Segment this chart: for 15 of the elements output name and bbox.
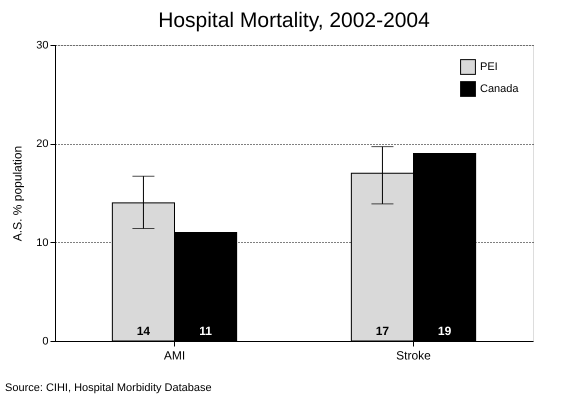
x-tick-label: AMI — [164, 348, 186, 362]
data-label: 11 — [199, 324, 212, 338]
y-tick-label: 0 — [42, 336, 48, 348]
legend-label: Canada — [480, 83, 520, 95]
y-tick-label: 10 — [36, 236, 48, 249]
y-tick-label: 30 — [36, 40, 48, 52]
chart-title: Hospital Mortality, 2002-2004 — [158, 9, 430, 32]
y-axis-title: A.S. % population — [10, 146, 24, 242]
legend-label: PEI — [480, 61, 498, 73]
x-tick-label: Stroke — [396, 348, 432, 362]
data-label: 14 — [136, 324, 150, 338]
data-label: 17 — [376, 324, 390, 338]
source-note: Source: CIHI, Hospital Morbidity Database — [5, 382, 212, 394]
y-tick-label: 20 — [36, 138, 48, 150]
data-label: 19 — [438, 324, 452, 338]
